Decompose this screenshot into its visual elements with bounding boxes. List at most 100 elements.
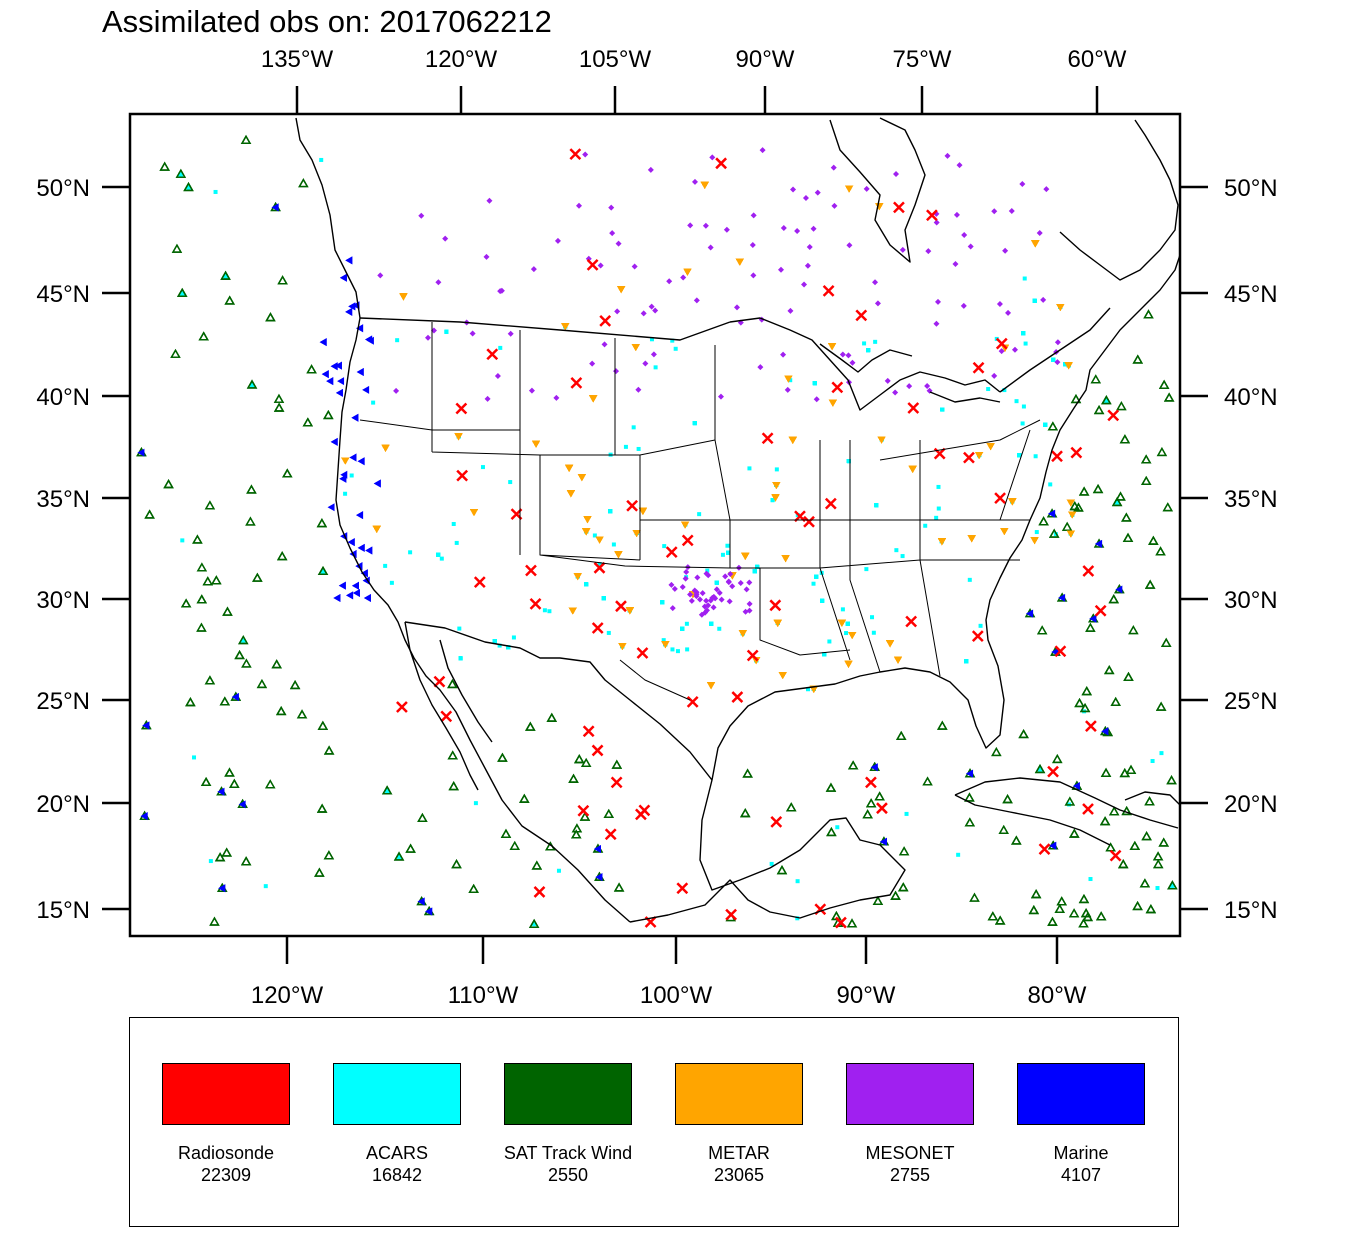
mesonet-marker <box>393 387 400 394</box>
metar-marker <box>700 181 709 189</box>
metar-marker <box>1008 498 1017 506</box>
mesonet-marker <box>709 154 716 161</box>
legend-item-acars: ACARS 16842 <box>301 1018 472 1226</box>
sat-track-wind-marker <box>1036 625 1048 635</box>
sat-track-wind-marker <box>238 635 249 645</box>
metar-marker <box>908 465 917 473</box>
acars-marker <box>1088 877 1093 882</box>
mesonet-marker <box>693 297 700 304</box>
radiosonde-marker <box>963 451 975 464</box>
metar-marker <box>681 521 690 529</box>
metar-marker <box>1030 537 1039 545</box>
sat-track-wind-marker <box>531 860 543 870</box>
acars-marker <box>186 185 191 190</box>
acars-marker <box>480 465 485 470</box>
acars-marker <box>714 580 719 585</box>
acars-marker <box>769 861 774 866</box>
bottom-tick-label-80degw: 80°W <box>1028 982 1087 1009</box>
marine-marker <box>365 546 373 555</box>
acars-marker <box>871 630 876 635</box>
sat-track-wind-marker <box>180 598 192 608</box>
acars-marker <box>444 329 449 334</box>
mesonet-marker <box>960 302 967 309</box>
sat-track-wind-marker <box>1085 622 1096 632</box>
metar-marker <box>735 258 744 266</box>
acars-marker <box>923 523 928 528</box>
acars-marker <box>894 548 899 553</box>
acars-marker <box>192 755 197 760</box>
marine-marker <box>1095 539 1103 548</box>
acars-marker <box>956 852 961 857</box>
radiosonde-marker <box>715 157 728 170</box>
mesonet-marker <box>933 320 940 327</box>
acars-marker <box>606 630 611 635</box>
acars-marker <box>770 498 775 503</box>
acars-marker <box>436 552 441 557</box>
sat-track-wind-marker <box>1038 516 1049 526</box>
sat-track-wind-marker <box>1166 775 1177 785</box>
sat-track-wind-marker <box>969 892 980 902</box>
metar-marker <box>661 641 670 649</box>
radiosonde-marker <box>971 630 984 643</box>
radiosonde-marker <box>1085 720 1097 733</box>
marine-marker <box>137 448 145 457</box>
sat-track-wind-marker <box>568 773 579 783</box>
mesonet-marker <box>1054 339 1061 346</box>
acars-marker <box>697 512 702 517</box>
sat-track-wind-marker <box>265 312 276 322</box>
radiosonde-marker <box>636 647 649 659</box>
mesonet-marker <box>944 152 951 159</box>
metar-marker <box>771 494 780 502</box>
marine-marker <box>356 324 364 333</box>
us-canada-border <box>359 307 1111 393</box>
metar-marker <box>372 525 381 533</box>
metar-marker <box>583 516 592 524</box>
metar-marker <box>595 536 604 544</box>
acars-marker <box>492 639 497 644</box>
metar-marker <box>837 619 846 627</box>
metar-marker <box>532 440 541 448</box>
mesonet-marker <box>698 611 705 618</box>
left-tick-label-30degn: 30°N <box>36 587 90 614</box>
acars-marker <box>1002 388 1007 393</box>
radiosonde-marker <box>824 497 837 510</box>
sat-track-wind-marker <box>323 850 335 860</box>
acars-marker <box>180 291 185 296</box>
left-tick-label-50degn: 50°N <box>36 175 90 202</box>
metar-marker <box>565 464 574 472</box>
mesonet-marker <box>780 351 787 358</box>
sat-track-wind-marker <box>1140 454 1152 464</box>
legend-label-marine: Marine <box>1053 1143 1109 1163</box>
sat-track-wind-marker <box>1069 828 1080 838</box>
sat-track-wind-marker <box>826 827 837 837</box>
marine-marker <box>319 338 327 347</box>
mesonet-marker <box>693 591 700 598</box>
sat-track-wind-marker <box>1052 753 1063 764</box>
legend-item-mesonet: MESONET 2755 <box>814 1018 985 1226</box>
baja-peninsula <box>404 621 493 791</box>
sat-track-wind-marker <box>1049 528 1060 538</box>
acars-marker <box>812 381 817 386</box>
metar-marker <box>454 433 463 441</box>
mesonet-marker <box>707 597 714 604</box>
metar-marker <box>625 607 634 615</box>
marine-marker <box>349 453 357 462</box>
marine-marker <box>1101 727 1109 736</box>
legend-swatch-acars <box>333 1063 461 1125</box>
acars-marker <box>846 459 851 464</box>
sat-track-wind-marker <box>1143 309 1154 319</box>
acars-marker <box>371 400 376 405</box>
acars-marker <box>208 859 213 864</box>
mesonet-marker <box>757 364 764 371</box>
radiosonde-marker <box>876 802 888 815</box>
metar-marker <box>967 535 976 543</box>
marine-marker <box>351 413 359 422</box>
metar-marker <box>399 293 408 301</box>
acars-marker <box>457 626 462 631</box>
acars-marker <box>508 480 513 485</box>
radiosonde-marker <box>610 776 623 789</box>
sat-track-wind-marker <box>1002 794 1013 804</box>
sat-track-wind-marker <box>196 622 207 632</box>
sat-track-wind-marker <box>898 846 910 856</box>
metar-marker <box>707 682 716 690</box>
